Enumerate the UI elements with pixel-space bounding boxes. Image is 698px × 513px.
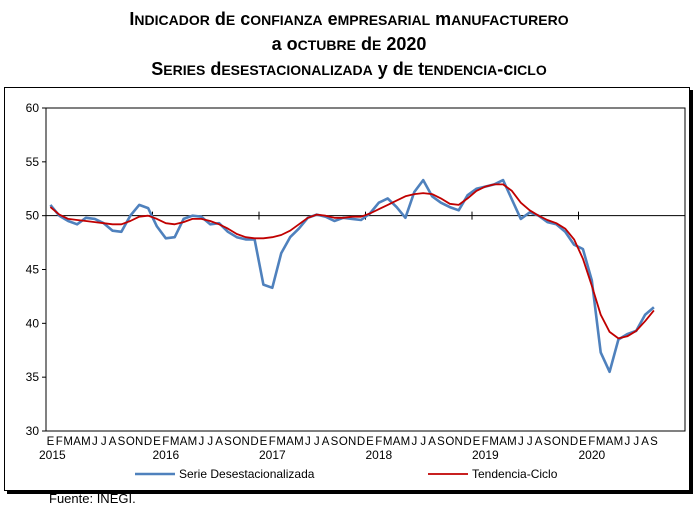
month-label: O	[552, 436, 561, 448]
month-label: M	[507, 436, 517, 448]
month-label: J	[198, 436, 204, 448]
year-label: 2017	[259, 448, 286, 462]
month-label: M	[188, 436, 198, 448]
source-note: Fuente: INEGI.	[49, 491, 136, 506]
year-label: 2016	[153, 448, 180, 462]
month-label: D	[463, 436, 471, 448]
month-label: M	[63, 436, 73, 448]
month-label: N	[135, 436, 143, 448]
title-line-2-text: a oCTUBRE dE 2020	[271, 34, 427, 54]
month-label: J	[101, 436, 107, 448]
month-label: N	[561, 436, 569, 448]
title-line-3-text: SERIES dESESTACIONALIZADA y dE tENDENCIA…	[151, 59, 547, 79]
month-label: F	[162, 436, 169, 448]
month-label: M	[170, 436, 180, 448]
month-label: A	[322, 436, 330, 448]
month-label: M	[614, 436, 624, 448]
month-label: E	[366, 436, 374, 448]
month-label: A	[180, 436, 188, 448]
month-label: A	[286, 436, 294, 448]
month-label: J	[518, 436, 524, 448]
month-label: S	[224, 436, 232, 448]
month-label: J	[92, 436, 98, 448]
month-label: F	[482, 436, 489, 448]
month-label: E	[579, 436, 587, 448]
month-label: S	[118, 436, 126, 448]
y-tick-label: 35	[26, 370, 40, 384]
month-label: A	[393, 436, 401, 448]
title-line-1-text: INDICADOR dE cONFIANZA eMPRESARIAL mANUF…	[129, 9, 569, 29]
month-label: M	[383, 436, 393, 448]
year-label: 2015	[39, 448, 66, 462]
month-label: F	[588, 436, 595, 448]
month-label: E	[153, 436, 161, 448]
month-label: D	[570, 436, 578, 448]
month-label: O	[126, 436, 135, 448]
month-label: M	[596, 436, 606, 448]
month-label: D	[357, 436, 365, 448]
month-label: A	[535, 436, 543, 448]
month-label: S	[331, 436, 339, 448]
month-label: J	[527, 436, 533, 448]
series-line-tendencia-ciclo	[49, 183, 655, 340]
y-tick-label: 50	[26, 209, 40, 223]
y-tick-label: 45	[26, 263, 40, 277]
series-line-desestacionalizada	[49, 178, 655, 374]
month-label: O	[339, 436, 348, 448]
year-label: 2019	[472, 448, 499, 462]
y-tick-label: 40	[26, 316, 40, 330]
month-label: F	[269, 436, 276, 448]
month-label: J	[633, 436, 639, 448]
month-label: J	[207, 436, 213, 448]
month-label: F	[56, 436, 63, 448]
month-label: M	[489, 436, 499, 448]
month-label: J	[305, 436, 311, 448]
y-tick-label: 55	[26, 155, 40, 169]
chart-title-line-2: a oCTUBRE dE 2020	[0, 32, 698, 57]
chart-title-line-3: SERIES dESESTACIONALIZADA y dE tENDENCIA…	[0, 57, 698, 82]
month-label: A	[215, 436, 223, 448]
month-label: A	[606, 436, 614, 448]
month-label: A	[109, 436, 117, 448]
month-label: N	[348, 436, 356, 448]
month-label: E	[473, 436, 481, 448]
month-label: J	[420, 436, 426, 448]
month-label: J	[624, 436, 630, 448]
month-label: A	[73, 436, 81, 448]
month-label: M	[276, 436, 286, 448]
chart-frame: 30 35 40 45 50 55 60 E F M A M J J A S O N D E F M A M J J A S O N D E F…	[4, 87, 690, 491]
legend-label: Serie Desestacionalizada	[179, 467, 315, 481]
month-label: A	[641, 436, 649, 448]
month-label: N	[242, 436, 250, 448]
year-label: 2018	[366, 448, 393, 462]
month-label: N	[455, 436, 463, 448]
month-label: J	[411, 436, 417, 448]
month-label: D	[144, 436, 152, 448]
month-label: S	[437, 436, 445, 448]
month-label: D	[250, 436, 258, 448]
month-label: M	[81, 436, 91, 448]
month-label: J	[314, 436, 320, 448]
y-tick-label: 30	[26, 424, 40, 438]
month-label: A	[428, 436, 436, 448]
month-label: M	[401, 436, 411, 448]
month-label: O	[445, 436, 454, 448]
month-label: F	[375, 436, 382, 448]
month-label: S	[544, 436, 552, 448]
year-label: 2020	[579, 448, 606, 462]
month-label: M	[294, 436, 304, 448]
month-label: S	[650, 436, 658, 448]
month-label: E	[260, 436, 268, 448]
month-label: O	[232, 436, 241, 448]
month-label: A	[499, 436, 507, 448]
chart-title-line-1: INDICADOR dE cONFIANZA eMPRESARIAL mANUF…	[0, 7, 698, 32]
y-tick-label: 60	[26, 101, 40, 115]
month-label: E	[47, 436, 55, 448]
legend-label: Tendencia-Ciclo	[472, 467, 558, 481]
